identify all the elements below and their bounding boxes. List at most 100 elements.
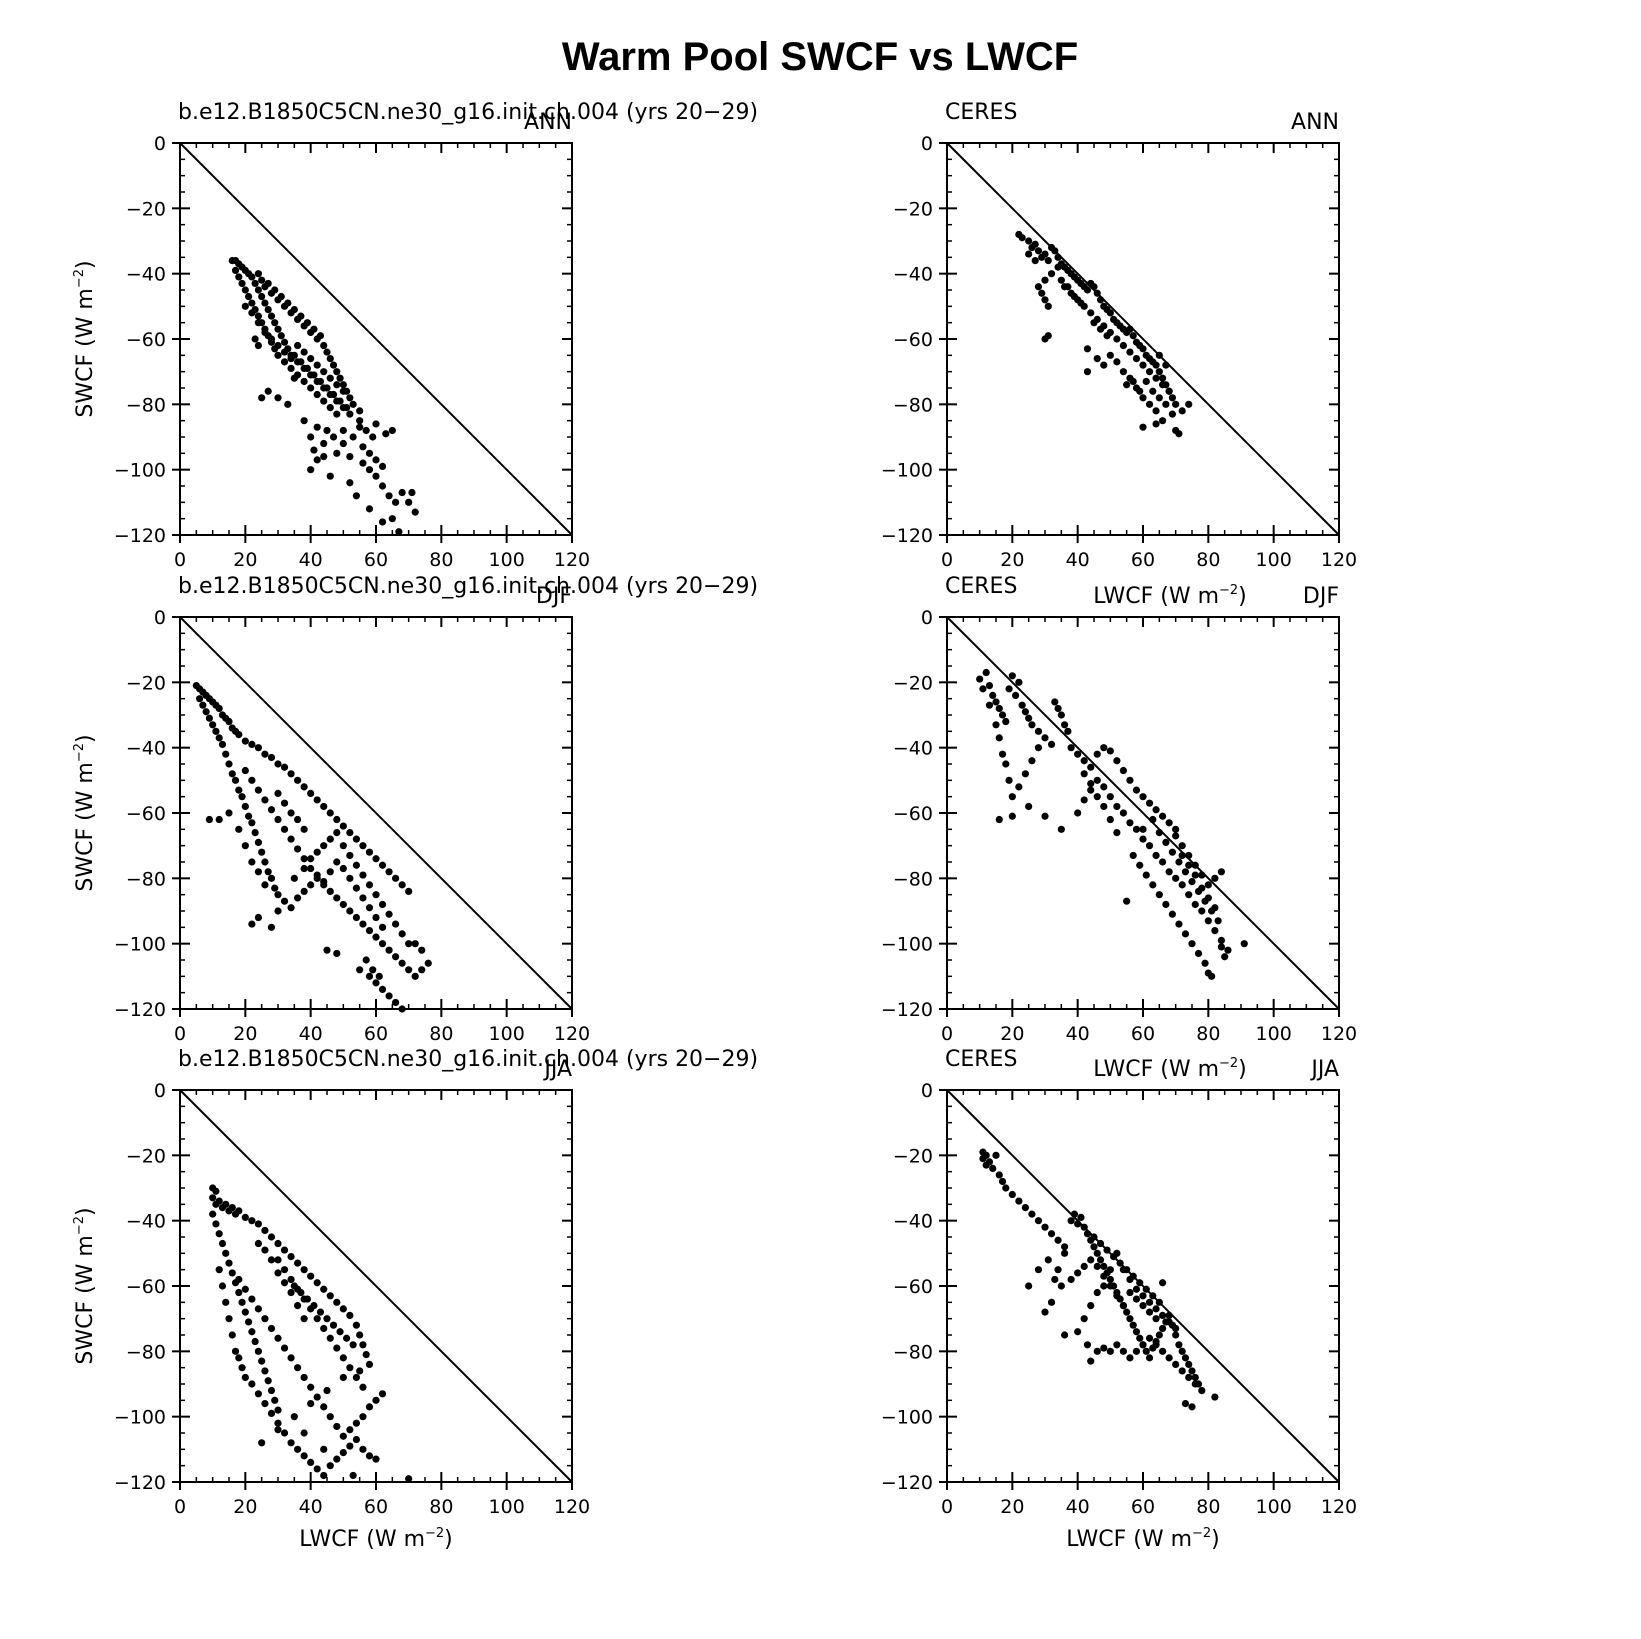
scatter-point — [1126, 348, 1134, 356]
scatter-point — [241, 1213, 249, 1221]
panel-obs-jja: 0 20 40 60 80 100 120 0 −20 −40 −60 −80 −100 −120 CERE… — [881, 1047, 1357, 1552]
scatter-point — [261, 1226, 269, 1235]
scatter-point — [405, 940, 413, 948]
scatter-point — [1093, 1249, 1101, 1257]
x-tick-label: 60 — [1131, 1496, 1155, 1518]
scatter-point — [356, 423, 364, 431]
scatter-point — [212, 727, 220, 735]
y-axis-label-text: SWCF (W m — [73, 1235, 98, 1365]
scatter-point — [1090, 319, 1098, 327]
scatter-point — [1152, 806, 1160, 814]
x-axis-label-sup: −2 — [425, 1526, 444, 1541]
panel-title-right: ANN — [524, 110, 572, 135]
scatter-point — [1185, 1360, 1193, 1368]
scatter-point — [385, 910, 393, 918]
scatter-point — [1188, 1403, 1196, 1411]
scatter-point — [254, 319, 262, 327]
scatter-point — [274, 325, 282, 333]
scatter-point — [241, 737, 249, 745]
scatter-point — [1152, 851, 1160, 860]
scatter-point — [261, 328, 269, 337]
scatter-point — [254, 286, 262, 294]
scatter-point — [280, 1279, 289, 1287]
scatter-point — [346, 1442, 354, 1450]
scatter-point — [352, 1321, 360, 1329]
scatter-point — [274, 891, 282, 899]
scatter-point — [1031, 240, 1039, 248]
scatter-point — [1034, 727, 1043, 735]
scatter-point — [307, 864, 315, 873]
y-tick-label: −20 — [126, 1145, 166, 1167]
y-axis-label: SWCF (W m−2) — [72, 260, 98, 417]
scatter-point — [1057, 1282, 1065, 1290]
scatter-point — [1015, 1197, 1023, 1205]
scatter-point — [995, 1171, 1003, 1179]
scatter-point — [241, 1373, 249, 1382]
scatter-point — [248, 1217, 256, 1225]
x-tick-label: 20 — [1000, 1023, 1024, 1045]
scatter-point — [1132, 1347, 1141, 1355]
scatter-point — [365, 881, 374, 889]
scatter-point — [231, 1347, 240, 1355]
scatter-point — [284, 400, 292, 408]
scatter-point — [1119, 766, 1127, 775]
scatter-point — [392, 498, 400, 506]
scatter-point — [1028, 1210, 1036, 1218]
scatter-point — [385, 492, 393, 500]
scatter-point — [339, 387, 347, 395]
scatter-point — [365, 505, 374, 513]
y-tick-label: 0 — [154, 133, 166, 155]
scatter-point — [372, 1455, 380, 1463]
panel-model-jja: 0 20 40 60 80 100 120 0 −20 −40 −60 −80 −100 −120 b.e1… — [72, 1047, 758, 1552]
scatter-point — [245, 812, 253, 820]
scatter-point — [1025, 1282, 1033, 1290]
scatter-point — [1159, 417, 1167, 425]
scatter-point — [1100, 1272, 1108, 1280]
scatter-point — [359, 1413, 367, 1421]
scatter-point — [333, 381, 341, 389]
scatter-point — [1100, 1262, 1108, 1270]
scatter-point — [280, 1246, 289, 1254]
scatter-point — [1100, 802, 1108, 811]
scatter-point — [264, 306, 272, 314]
y-tick-label: −100 — [114, 460, 166, 482]
scatter-point — [290, 306, 298, 314]
scatter-point — [352, 835, 360, 843]
scatter-point — [274, 1334, 282, 1342]
scatter-point — [294, 845, 302, 853]
scatter-point — [271, 1396, 279, 1404]
scatter-point — [1025, 714, 1033, 722]
scatter-point — [1116, 1259, 1124, 1267]
scatter-point — [329, 361, 338, 369]
scatter-point — [1070, 1210, 1078, 1218]
y-tick-label: −80 — [893, 394, 933, 416]
scatter-point — [1106, 1266, 1114, 1274]
scatter-point — [1021, 708, 1029, 716]
scatter-point — [1083, 1341, 1092, 1349]
scatter-point — [307, 384, 315, 392]
scatter-point — [274, 815, 282, 824]
scatter-point — [1126, 1354, 1134, 1362]
x-tick-label: 120 — [1321, 1496, 1357, 1518]
scatter-point — [392, 953, 400, 961]
y-tick-label: −120 — [114, 1472, 166, 1494]
scatter-point — [258, 848, 266, 856]
scatter-point — [310, 371, 318, 379]
scatter-point — [388, 515, 396, 523]
scatter-point — [339, 1354, 347, 1362]
scatter-point — [333, 894, 341, 902]
scatter-point — [267, 753, 276, 762]
scatter-point — [1139, 793, 1147, 801]
scatter-point — [307, 355, 315, 363]
scatter-point — [271, 286, 279, 294]
scatter-point — [1181, 868, 1190, 876]
scatter-point — [316, 332, 325, 340]
scatter-point — [326, 887, 334, 896]
reference-line — [946, 616, 1340, 1010]
scatter-point — [1185, 891, 1193, 899]
scatter-point — [1162, 838, 1170, 847]
scatter-point — [1136, 1334, 1144, 1342]
scatter-point — [1005, 776, 1013, 784]
scatter-point — [307, 789, 315, 798]
x-tick-label: 120 — [554, 549, 590, 571]
